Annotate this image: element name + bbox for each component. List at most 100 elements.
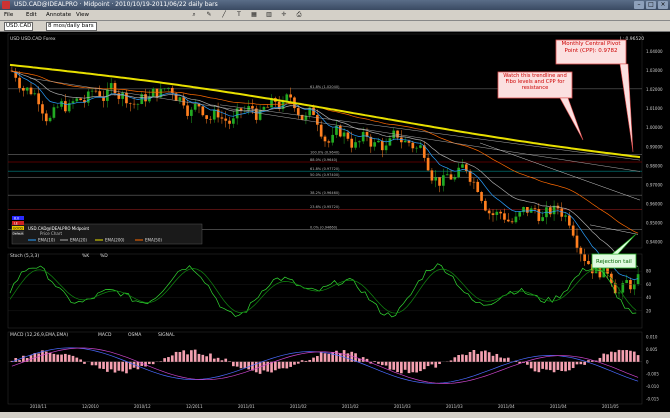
macd-histogram-bar — [270, 361, 273, 373]
macd-histogram-bar — [228, 361, 231, 362]
candle-body — [361, 131, 365, 142]
macd-histogram-bar — [506, 357, 510, 362]
menu-file[interactable]: File — [4, 12, 14, 18]
annotation-rejection-text: Rejection tail — [596, 259, 632, 265]
macd-histogram-bar — [258, 361, 262, 374]
macd-histogram-bar — [98, 361, 102, 369]
candle-body — [327, 141, 331, 143]
macd-histogram-bar — [392, 361, 396, 370]
macd-histogram-bar — [464, 355, 468, 362]
text-icon[interactable]: T — [237, 11, 241, 18]
candle-body — [388, 138, 392, 146]
trendline — [29, 77, 641, 172]
menu-edit[interactable]: Edit — [26, 12, 37, 18]
candle-body — [472, 181, 476, 183]
candle-body — [167, 87, 170, 89]
status-bar — [0, 412, 670, 418]
macd-histogram-bar — [60, 354, 63, 362]
macd-histogram-bar — [52, 353, 56, 362]
macd-histogram-bar — [209, 353, 212, 362]
candle-body — [552, 205, 556, 215]
minimize-icon[interactable]: – — [634, 1, 644, 9]
macd-histogram-bar — [308, 359, 312, 362]
candle-body — [621, 283, 625, 293]
candle-body — [415, 147, 418, 149]
candle-body — [342, 132, 346, 137]
menu-view[interactable]: View — [76, 12, 90, 18]
macd-histogram-bar — [606, 354, 609, 362]
macd-histogram-bar — [56, 354, 60, 362]
crosshair-icon[interactable]: ✛ — [281, 11, 287, 18]
macd-histogram-bar — [388, 361, 392, 370]
candle-body — [434, 177, 438, 181]
line-icon[interactable]: ╱ — [222, 11, 226, 18]
price-y-tick: 1.04000 — [646, 49, 663, 54]
macd-histogram-bar — [151, 361, 155, 365]
stoch-label: Stoch (5,3,3) — [10, 253, 39, 259]
candle-body — [136, 104, 140, 105]
macd-histogram-bar — [10, 360, 14, 362]
candle-body — [79, 98, 82, 101]
macd-line — [11, 347, 639, 384]
candle-body — [445, 174, 449, 176]
fib-label: 88.0% (0.9640) — [310, 158, 338, 162]
candle-body — [125, 92, 128, 104]
candle-body — [64, 101, 67, 112]
macd-histogram-bar — [365, 358, 369, 362]
macd-histogram-bar — [220, 360, 224, 362]
menu-annotate[interactable]: Annotate — [46, 12, 72, 18]
annotation-watch[interactable]: Watch this trendline and Fibo levels and… — [497, 71, 584, 141]
candle-body — [151, 88, 155, 97]
macd-histogram-bar — [277, 361, 281, 369]
annotation-rejection[interactable]: Rejection tail — [591, 233, 637, 269]
macd-histogram-bar — [453, 357, 457, 362]
zoom-icon[interactable]: ⌕ — [192, 11, 196, 18]
macd-histogram-bar — [64, 353, 67, 362]
pen-icon[interactable]: ✎ — [206, 11, 212, 18]
stoch-d-line — [9, 268, 637, 314]
close-icon[interactable]: × — [658, 1, 668, 9]
macd-histogram-bar — [170, 355, 174, 362]
macd-histogram-bar — [262, 361, 266, 371]
macd-histogram-bar — [571, 361, 575, 369]
macd-histogram-bar — [503, 358, 506, 362]
candle-body — [598, 265, 602, 278]
candle-body — [407, 140, 411, 143]
candle-body — [484, 200, 487, 211]
macd-histogram-bar — [174, 351, 178, 362]
x-axis-label: 2011/03 — [446, 404, 463, 409]
annotation-cpp[interactable]: Monthly Central Pivot Point (CPP): 0.978… — [555, 39, 634, 153]
badge-3: GOOD — [13, 226, 23, 230]
maximize-icon[interactable]: □ — [646, 1, 656, 9]
x-axis-label: 2011/05 — [602, 404, 619, 409]
trendline — [589, 224, 639, 235]
x-axis-label: 2010/12 — [134, 404, 151, 409]
macd-histogram-bar — [617, 349, 621, 362]
macd-histogram-bar — [552, 361, 556, 373]
macd-histogram-bar — [125, 361, 128, 374]
candle-body — [285, 94, 289, 101]
candle-body — [193, 103, 197, 110]
candle-body — [571, 225, 575, 236]
period-select[interactable]: 8 mos/daily bars — [46, 22, 97, 31]
candle-body — [419, 145, 422, 148]
candle-body — [495, 211, 499, 215]
macd-histogram-bar — [335, 350, 338, 362]
macd-histogram-bar — [346, 353, 350, 362]
candle-body — [281, 100, 285, 110]
x-axis-label: 12/2010 — [82, 404, 99, 409]
macd-histogram-bar — [484, 350, 487, 362]
price-y-tick: 0.99000 — [646, 144, 663, 149]
symbol-select[interactable]: USD.CAD — [4, 22, 33, 31]
candle-body — [606, 266, 609, 274]
macd-histogram-bar — [499, 357, 502, 362]
chart-icon[interactable]: ▥ — [266, 11, 272, 18]
candle-body — [338, 125, 342, 137]
candle-body — [430, 170, 434, 181]
stoch-y-tick: 80 — [646, 269, 652, 274]
candle-body — [587, 260, 590, 265]
print-icon[interactable]: ⎙ — [296, 11, 302, 18]
candle-body — [438, 177, 441, 186]
macd-histogram-bar — [338, 353, 342, 362]
grid-icon[interactable]: ▦ — [251, 11, 257, 18]
